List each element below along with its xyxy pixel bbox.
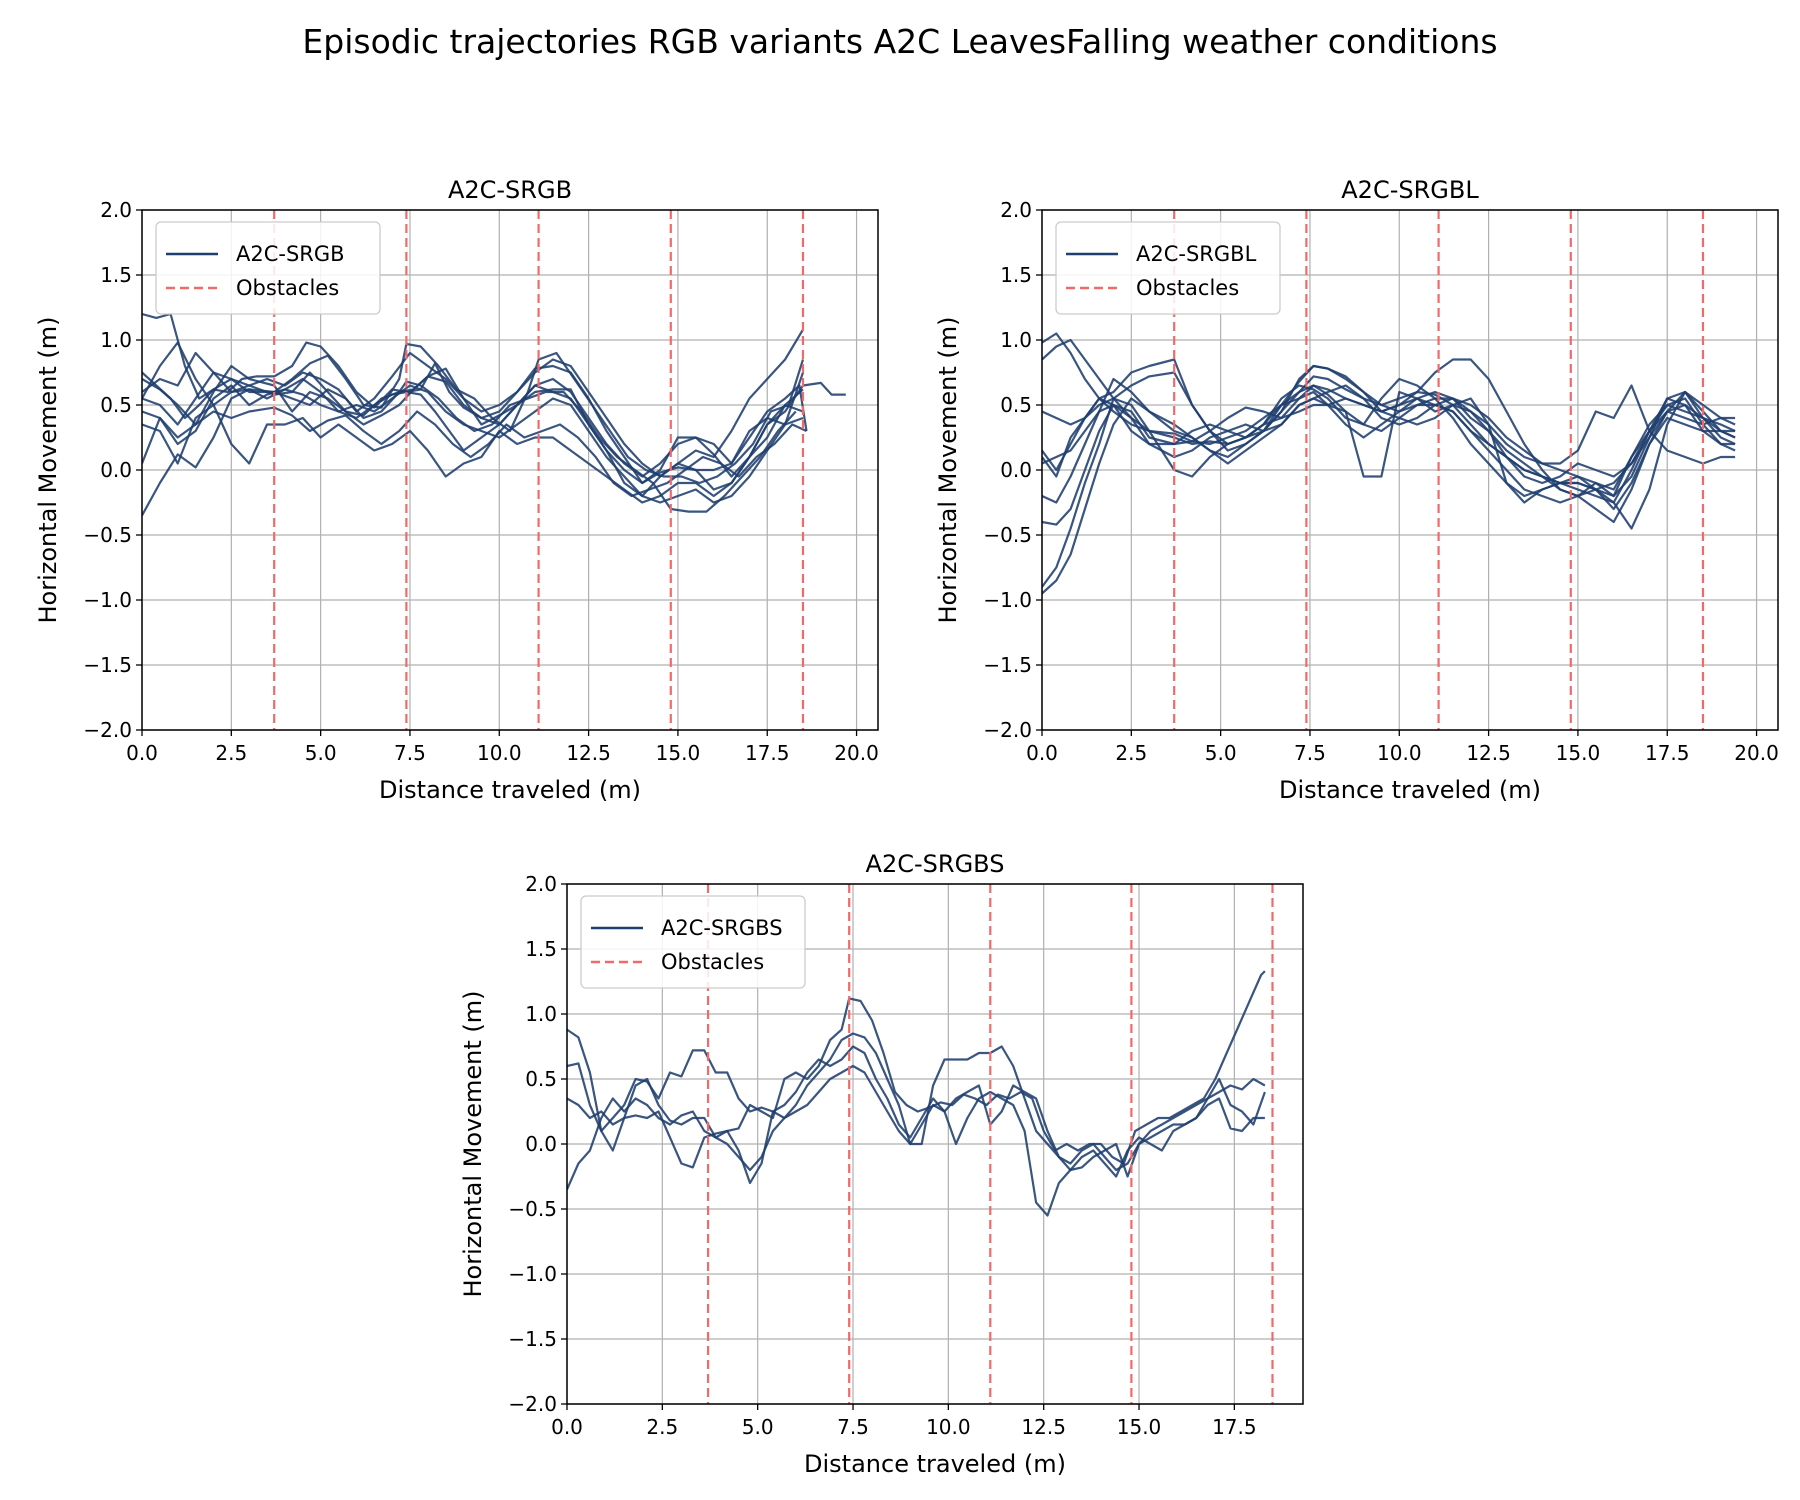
x-tick-label: 5.0 <box>1205 741 1237 765</box>
chart-title: A2C-SRGB <box>448 176 572 204</box>
x-tick-label: 15.0 <box>1117 1415 1162 1439</box>
y-tick-label: −1.5 <box>508 1327 557 1351</box>
trajectory-line-4 <box>567 1064 1265 1190</box>
y-tick-label: 1.5 <box>100 263 132 287</box>
x-tick-label: 2.5 <box>215 741 247 765</box>
y-axis-label: Horizontal Movement (m) <box>34 316 62 623</box>
y-tick-label: 0.0 <box>1000 458 1032 482</box>
x-axis-label: Distance traveled (m) <box>804 1450 1066 1478</box>
trajectory-line-5 <box>1042 377 1736 511</box>
y-tick-label: 2.0 <box>100 198 132 222</box>
x-tick-label: 15.0 <box>656 741 701 765</box>
y-tick-label: −0.5 <box>83 523 132 547</box>
legend-label: Obstacles <box>1136 276 1239 300</box>
y-tick-label: −2.0 <box>983 718 1032 742</box>
series-group <box>567 884 1274 1404</box>
x-axis-label: Distance traveled (m) <box>1279 776 1541 804</box>
x-tick-label: 17.5 <box>1645 741 1690 765</box>
legend: A2C-SRGBL Obstacles <box>1055 221 1281 315</box>
x-tick-label: 2.5 <box>646 1415 678 1439</box>
chart-panel-2: 0.0 2.5 5.0 7.5 10.0 12.5 15.0 17.5 20.0 −2.0 −1.5… <box>934 176 1779 804</box>
legend-box <box>580 895 806 989</box>
trajectory-line-7 <box>1042 358 1736 485</box>
x-axis-label: Distance traveled (m) <box>379 776 641 804</box>
y-tick-label: −0.5 <box>983 523 1032 547</box>
x-tick-label: 7.5 <box>1294 741 1326 765</box>
x-tick-label: 7.5 <box>394 741 426 765</box>
x-tick-label: 10.0 <box>477 741 522 765</box>
trajectory-line-10 <box>1042 384 1736 530</box>
trajectory-line-2 <box>567 1032 1266 1178</box>
y-axis-label: Horizontal Movement (m) <box>934 316 962 623</box>
series-group <box>142 210 846 730</box>
y-tick-label: 1.5 <box>525 937 557 961</box>
trajectory-line-9 <box>1042 377 1736 504</box>
y-axis-label: Horizontal Movement (m) <box>459 990 487 1297</box>
y-tick-label: 0.0 <box>525 1132 557 1156</box>
x-tick-label: 0.0 <box>551 1415 583 1439</box>
trajectory-line-8 <box>142 388 804 504</box>
trajectory-line-10 <box>142 329 804 478</box>
x-tick-label: 5.0 <box>305 741 337 765</box>
legend-box <box>1055 221 1281 315</box>
y-tick-label: 2.0 <box>1000 198 1032 222</box>
legend: A2C-SRGB Obstacles <box>155 221 381 315</box>
trajectory-line-4 <box>1042 397 1736 526</box>
x-tick-label: 10.0 <box>926 1415 971 1439</box>
x-tick-label: 20.0 <box>834 741 879 765</box>
trajectory-line-9 <box>142 372 805 517</box>
y-tick-label: −1.0 <box>83 588 132 612</box>
x-tick-label: 20.0 <box>1734 741 1779 765</box>
chart-title: A2C-SRGBL <box>1341 176 1479 204</box>
x-tick-label: 0.0 <box>1026 741 1058 765</box>
y-tick-label: −0.5 <box>508 1197 557 1221</box>
y-tick-label: 0.5 <box>100 393 132 417</box>
x-tick-label: 17.5 <box>745 741 790 765</box>
x-tick-label: 0.0 <box>126 741 158 765</box>
y-tick-label: 0.0 <box>100 458 132 482</box>
y-tick-label: −1.0 <box>508 1262 557 1286</box>
legend-label: Obstacles <box>661 950 764 974</box>
y-tick-label: −1.5 <box>983 653 1032 677</box>
x-tick-label: 2.5 <box>1115 741 1147 765</box>
legend: A2C-SRGBS Obstacles <box>580 895 806 989</box>
y-tick-label: −1.0 <box>983 588 1032 612</box>
legend-label: A2C-SRGB <box>236 242 345 266</box>
legend-label: A2C-SRGBL <box>1136 242 1257 266</box>
chart-panel-3: 0.0 2.5 5.0 7.5 10.0 12.5 15.0 17.5 −2.0 −1.5 −1.0… <box>459 850 1304 1478</box>
x-tick-label: 12.5 <box>1466 741 1511 765</box>
trajectory-line-8 <box>1042 384 1736 478</box>
x-tick-label: 12.5 <box>1021 1415 1066 1439</box>
y-tick-label: 1.5 <box>1000 263 1032 287</box>
y-tick-label: 1.0 <box>525 1002 557 1026</box>
chart-panel-1: 0.0 2.5 5.0 7.5 10.0 12.5 15.0 17.5 20.0 −2.0 −1.5… <box>34 176 879 804</box>
trajectory-line-3 <box>1042 364 1736 588</box>
trajectory-line-7 <box>142 406 807 498</box>
x-tick-label: 10.0 <box>1377 741 1422 765</box>
legend-box <box>155 221 381 315</box>
figure-title: Episodic trajectories RGB variants A2C L… <box>302 22 1498 61</box>
chart-title: A2C-SRGBS <box>866 850 1005 878</box>
y-tick-label: −2.0 <box>508 1392 557 1416</box>
x-tick-label: 12.5 <box>566 741 611 765</box>
trajectory-line-3 <box>142 341 805 485</box>
x-tick-label: 5.0 <box>742 1415 774 1439</box>
legend-label: A2C-SRGBS <box>661 916 783 940</box>
x-tick-label: 15.0 <box>1556 741 1601 765</box>
trajectory-line-3 <box>567 1045 1266 1217</box>
y-tick-label: −2.0 <box>83 718 132 742</box>
trajectory-line-1 <box>567 970 1266 1165</box>
y-tick-label: 1.0 <box>1000 328 1032 352</box>
x-tick-label: 17.5 <box>1212 1415 1257 1439</box>
y-tick-label: 2.0 <box>525 872 557 896</box>
y-tick-label: 0.5 <box>1000 393 1032 417</box>
y-tick-label: 1.0 <box>100 328 132 352</box>
y-tick-label: 0.5 <box>525 1067 557 1091</box>
x-tick-label: 7.5 <box>837 1415 869 1439</box>
y-tick-label: −1.5 <box>83 653 132 677</box>
legend-label: Obstacles <box>236 276 339 300</box>
